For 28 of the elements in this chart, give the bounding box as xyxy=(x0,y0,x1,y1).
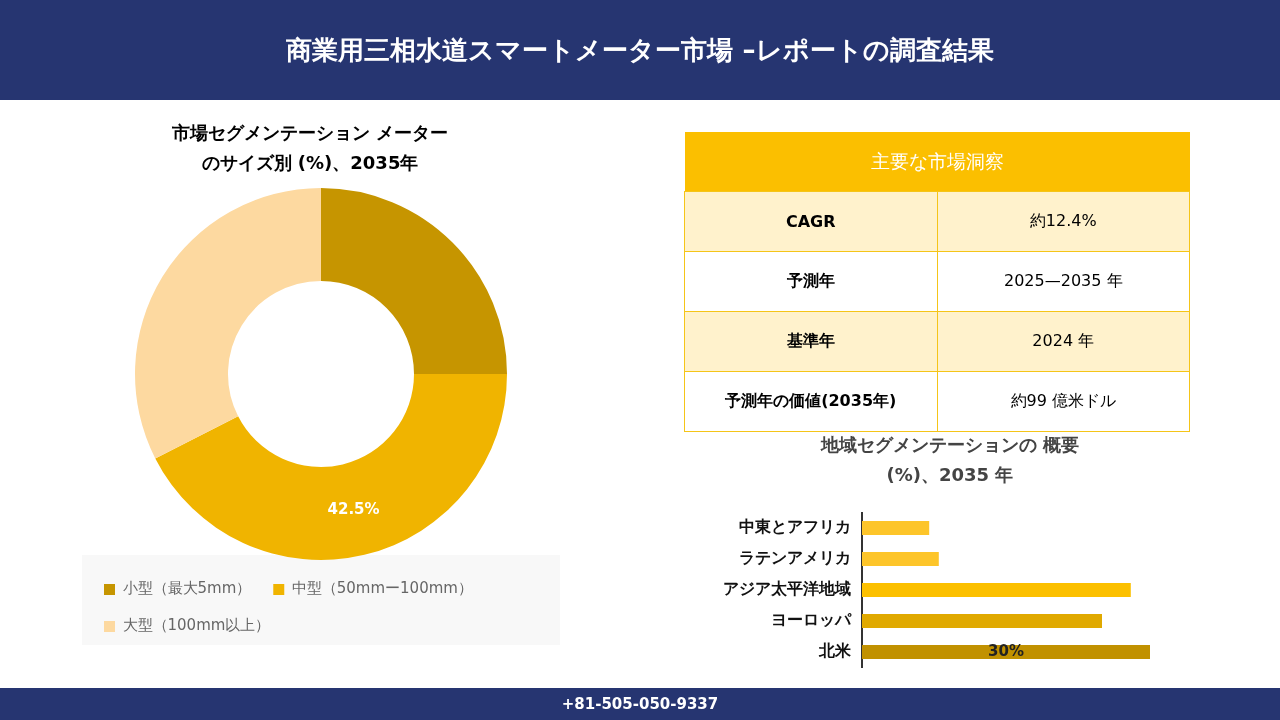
chart-title: 市場セグメンテーション メーターのサイズ別 (%)、2035年 xyxy=(170,121,450,175)
bar xyxy=(862,613,1102,628)
chart-title: 地域セグメンテーションの 概要 (%)、2035 年 xyxy=(819,433,1081,487)
category-label: 予測年の価値(2035年) xyxy=(684,371,937,432)
bar xyxy=(862,583,1131,597)
bar xyxy=(862,521,930,536)
y-tick-label: ヨーロッパ xyxy=(771,610,852,630)
text: 商業用三相水道スマートメーター市場 –レポートの調査結果 xyxy=(0,0,1280,100)
bar xyxy=(862,644,1150,659)
legend-label: 小型（最大5mm） xyxy=(122,579,252,598)
legend-label: 中型（50mmー100mm） xyxy=(291,579,473,598)
category-label: 予測年 xyxy=(684,251,937,312)
category-label: CAGR xyxy=(684,191,937,252)
legend-label: 大型（100mm以上） xyxy=(122,616,271,635)
category-label: 基準年 xyxy=(684,311,937,372)
data-label: 30% xyxy=(988,641,1024,660)
text: +81-505-050-9337 xyxy=(0,688,1280,720)
text: 約99 億米ドル xyxy=(937,371,1190,432)
y-tick-label: 中東とアフリカ xyxy=(739,517,851,537)
data-label: 42.5% xyxy=(327,499,380,518)
y-tick-label: 北米 xyxy=(818,641,852,661)
y-tick-label: ラテンアメリカ xyxy=(739,548,851,568)
text: 2025—2035 年 xyxy=(937,251,1190,312)
text: 主要な市場洞察 xyxy=(684,132,1190,192)
text: 2024 年 xyxy=(937,311,1190,372)
bar xyxy=(862,552,939,567)
y-tick-label: アジア太平洋地域 xyxy=(723,579,851,599)
text: 約12.4% xyxy=(937,191,1190,252)
